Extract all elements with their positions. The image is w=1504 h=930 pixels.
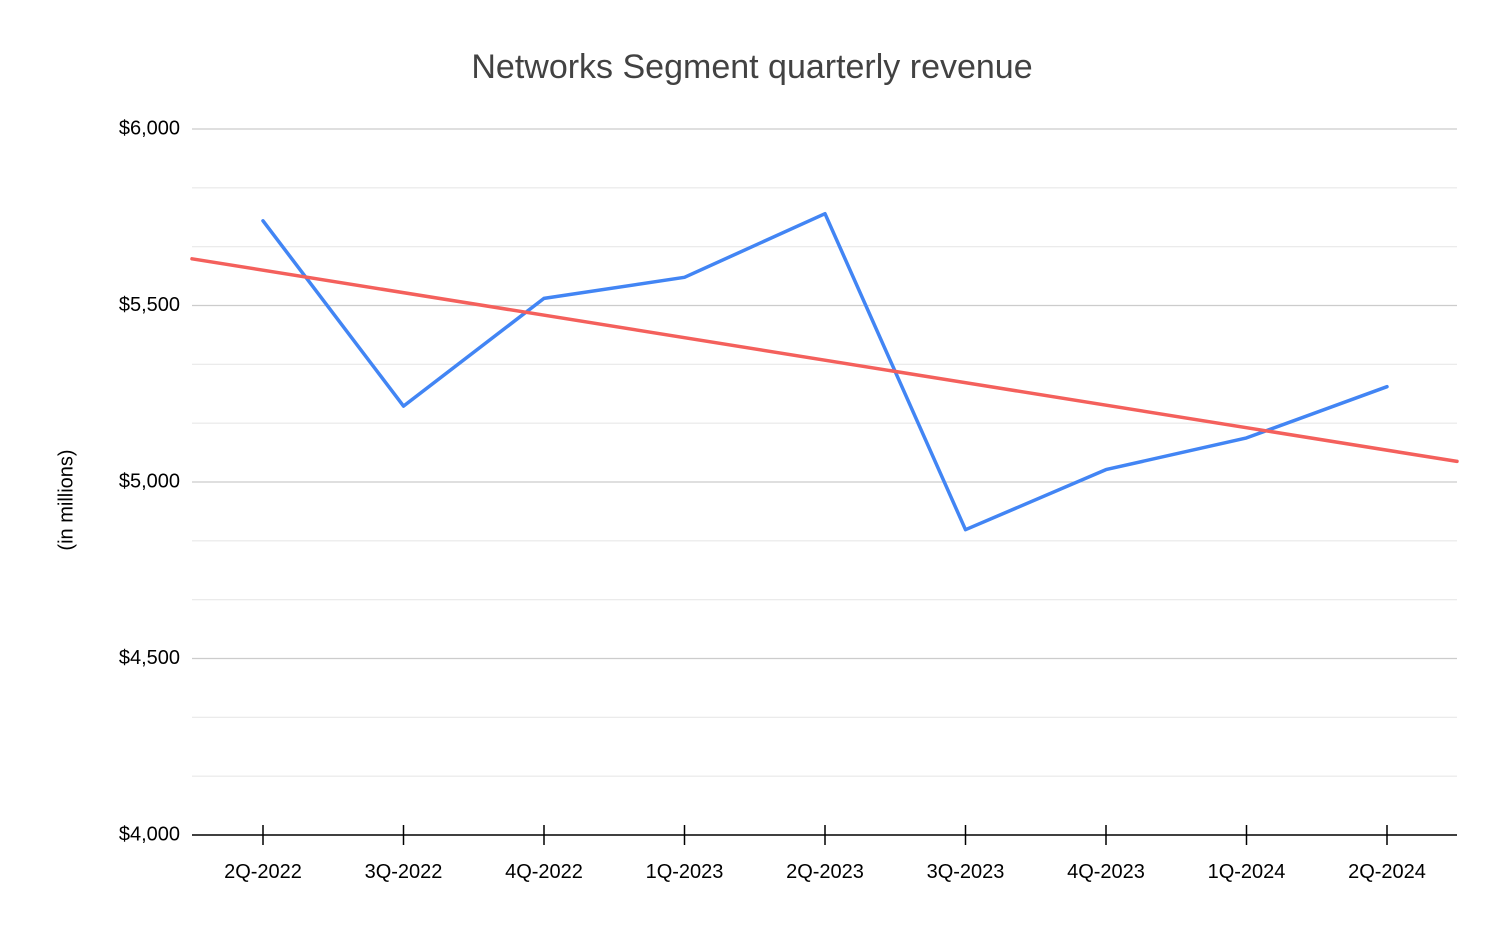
trend-line bbox=[190, 257, 1459, 464]
revenue-series-line bbox=[261, 211, 1389, 532]
x-tick-label: 3Q-2022 bbox=[365, 861, 443, 883]
x-tick-label: 1Q-2024 bbox=[1208, 861, 1286, 883]
series-lines bbox=[190, 211, 1459, 532]
x-tick-label: 4Q-2023 bbox=[1067, 861, 1145, 883]
y-tick-label: $4,000 bbox=[119, 823, 180, 845]
x-axis: 2Q-2022 3Q-2022 4Q-2022 1Q-2023 2Q-2023 3Q-20… bbox=[192, 825, 1457, 883]
chart-title: Networks Segment quarterly revenue bbox=[471, 48, 1032, 86]
y-axis-title: (in millions) bbox=[55, 449, 77, 550]
y-tick-label: $4,500 bbox=[119, 647, 180, 669]
gridlines bbox=[192, 128, 1457, 777]
y-tick-label: $5,000 bbox=[119, 470, 180, 492]
x-tick-label: 2Q-2022 bbox=[224, 861, 302, 883]
y-tick-label: $6,000 bbox=[119, 117, 180, 139]
x-tick-label: 2Q-2023 bbox=[786, 861, 864, 883]
x-tick-label: 4Q-2022 bbox=[505, 861, 583, 883]
x-tick-label: 3Q-2023 bbox=[927, 861, 1005, 883]
x-tick-label: 1Q-2023 bbox=[646, 861, 724, 883]
y-tick-label: $5,500 bbox=[119, 294, 180, 316]
y-axis-ticks: $4,000 $4,500 $5,000 $5,500 $6,000 bbox=[119, 117, 180, 845]
x-tick-label: 2Q-2024 bbox=[1348, 861, 1426, 883]
